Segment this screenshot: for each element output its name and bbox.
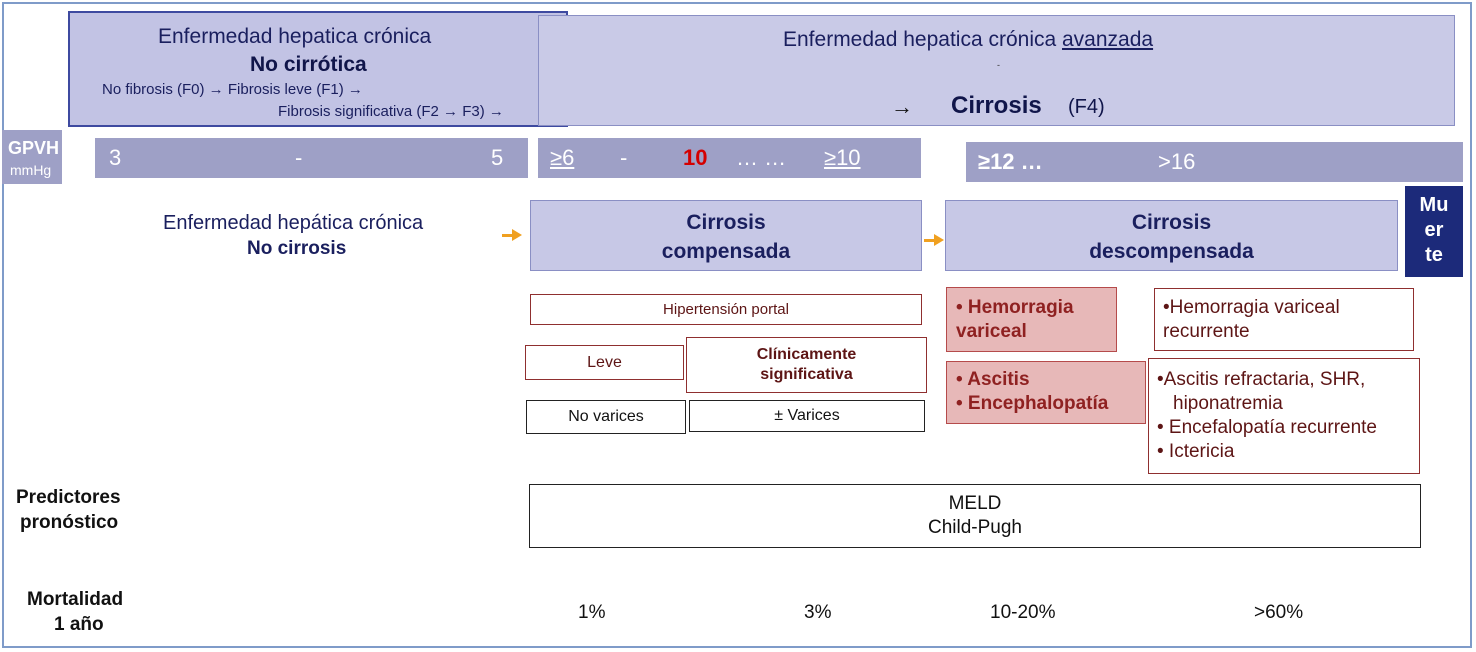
avanzada-title: Enfermedad hepatica crónica avanzada — [783, 28, 1153, 52]
hemorragia-recurrente-box: •Hemorragia variceal recurrente — [1154, 288, 1414, 351]
gpvh-5: 5 — [491, 145, 504, 170]
gpvh-dots: … … — [736, 145, 787, 170]
refractaria-box: •Ascitis refractaria, SHR, hiponatremia … — [1148, 358, 1420, 474]
mortalidad-60: >60% — [1254, 602, 1304, 623]
arrow-shaft-1 — [502, 234, 514, 237]
gpvh-6: ≥6 — [550, 145, 575, 170]
descompensada-line-1: Cirrosis — [1131, 211, 1212, 234]
child-pugh: Child-Pugh — [928, 517, 1022, 538]
hemorragia-line-1: • Hemorragia — [956, 297, 1074, 318]
varices-box: ± Varices — [689, 400, 925, 432]
fibrosis-line-2: Fibrosis significativa (F2 → F3) → — [278, 103, 504, 120]
small-dot: - — [997, 60, 1000, 70]
cirrosis-f4-label: Cirrosis — [951, 92, 1042, 119]
mortalidad-1: 1% — [578, 602, 606, 623]
arrow-right-icon — [512, 229, 522, 241]
f4-stage: (F4) — [1068, 96, 1105, 118]
mortalidad-10-20: 10-20% — [990, 602, 1056, 623]
gpvh-bar-compensada: ≥6 - 10 … … ≥10 — [538, 138, 921, 178]
varices: ± Varices — [774, 407, 840, 424]
refractaria-line-1: •Ascitis refractaria, SHR, — [1157, 369, 1366, 390]
clinicamente-significativa-box: Clínicamente significativa — [686, 337, 927, 393]
header-bold: No cirrótica — [250, 53, 367, 76]
no-varices: No varices — [568, 408, 644, 425]
mortalidad-line-1: Mortalidad — [27, 589, 124, 610]
predictores-line-2: pronóstico — [20, 512, 119, 533]
gpvh-label: GPVH — [8, 138, 60, 158]
refractaria-line-4: • Ictericia — [1157, 441, 1235, 462]
mortalidad-3: 3% — [804, 602, 832, 623]
compensada-line-2: compensada — [661, 240, 791, 263]
arrow-shaft-2 — [924, 239, 936, 242]
cirrosis-descompensada-box: Cirrosis descompensada — [945, 200, 1398, 271]
hipertension-portal-box: Hipertensión portal — [530, 294, 922, 325]
clinicamente-line-2: significativa — [760, 366, 853, 383]
meld-box: MELD Child-Pugh — [529, 484, 1421, 548]
gpvh-12: ≥12 … — [978, 149, 1043, 174]
gpvh-3: 3 — [109, 145, 122, 170]
muerte-3: te — [1425, 244, 1443, 266]
gpvh-dash-2: - — [620, 145, 628, 170]
clinicamente-line-1: Clínicamente — [756, 346, 857, 363]
gpvh-unit: mmHg — [10, 162, 52, 178]
no-cirrosis-line-2: No cirrosis — [247, 238, 347, 259]
gpvh-label-box: GPVH mmHg — [2, 130, 62, 184]
no-cirrotica-header: Enfermedad hepatica crónica No cirrótica… — [68, 11, 568, 127]
descompensada-line-2: descompensada — [1089, 240, 1254, 263]
gpvh-bar-normal: 3 - 5 — [95, 138, 528, 178]
gpvh-bar-descompensada: ≥12 … >16 — [966, 142, 1463, 182]
recurrente-line-2: recurrente — [1163, 321, 1250, 342]
cirrosis-compensada-box: Cirrosis compensada — [530, 200, 922, 271]
arrow-right-icon — [934, 234, 944, 246]
muerte-2: er — [1424, 219, 1444, 241]
avanzada-header: Enfermedad hepatica crónica avanzada - →… — [538, 15, 1455, 126]
hemorragia-line-2: variceal — [956, 321, 1027, 342]
meld: MELD — [948, 493, 1002, 514]
avanzada-title-prefix: Enfermedad hepatica crónica — [783, 28, 1062, 51]
encefalopatia: • Encephalopatía — [956, 393, 1109, 414]
refractaria-line-2: hiponatremia — [1173, 393, 1283, 414]
fibrosis-line-1: No fibrosis (F0) → Fibrosis leve (F1) → — [102, 81, 363, 98]
muerte-box: Mu er te — [1405, 186, 1463, 277]
mortalidad-line-2: 1 año — [54, 614, 104, 635]
gpvh-16: >16 — [1158, 149, 1196, 174]
header-title: Enfermedad hepatica crónica — [158, 25, 432, 48]
leve: Leve — [587, 354, 622, 371]
predictores-line-1: Predictores — [16, 487, 121, 508]
ascitis: • Ascitis — [956, 369, 1030, 390]
muerte-1: Mu — [1419, 194, 1449, 216]
arrow-to-cirrosis: → — [891, 94, 913, 119]
ascitis-encefalopatia-box: • Ascitis • Encephalopatía — [946, 361, 1146, 424]
gpvh-10: 10 — [683, 145, 708, 170]
hemorragia-variceal-box: • Hemorragia variceal — [946, 287, 1117, 352]
no-cirrosis-line-1: Enfermedad hepática crónica — [163, 212, 424, 234]
leve-box: Leve — [525, 345, 684, 380]
recurrente-line-1: •Hemorragia variceal — [1163, 297, 1340, 318]
refractaria-line-3: • Encefalopatía recurrente — [1157, 417, 1378, 438]
hipertension-portal: Hipertensión portal — [663, 301, 789, 318]
no-varices-box: No varices — [526, 400, 686, 434]
gpvh-ge10: ≥10 — [824, 145, 861, 170]
gpvh-dash-1: - — [295, 145, 303, 170]
compensada-line-1: Cirrosis — [686, 211, 766, 234]
avanzada-title-underlined: avanzada — [1062, 28, 1154, 51]
